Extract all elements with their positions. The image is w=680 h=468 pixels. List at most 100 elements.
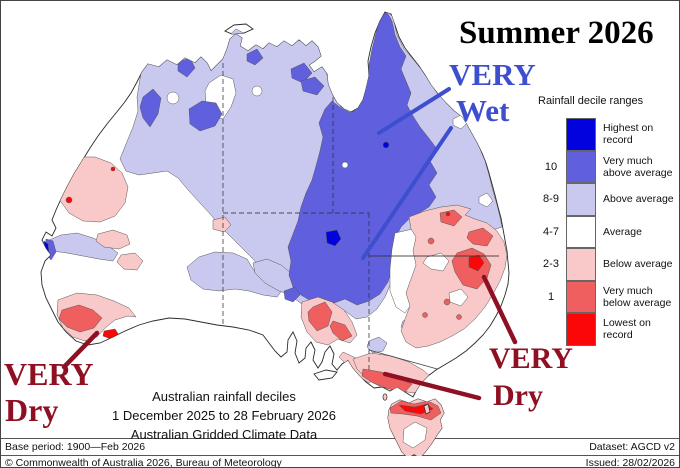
map-shape	[423, 403, 431, 415]
state-borders	[222, 63, 499, 371]
footer-copyright: © Commonwealth of Australia 2026, Bureau…	[5, 457, 282, 468]
map-shape	[382, 371, 482, 401]
map-shape	[116, 252, 144, 271]
decile-region-very-much-above-average	[44, 12, 438, 306]
footer-divider-top	[1, 438, 679, 439]
map-shape	[427, 237, 435, 245]
legend-swatch-above-average	[566, 183, 596, 216]
annotation-very-wet: VERY Wet	[449, 59, 536, 126]
map-shape	[382, 393, 388, 401]
map-shape	[377, 87, 451, 135]
map-shape	[443, 298, 451, 306]
map-shape	[445, 211, 451, 217]
map-shape	[466, 227, 494, 247]
map-shape	[166, 91, 180, 105]
footer-issued: Issued: 28/02/2026	[585, 457, 675, 468]
map-shape	[402, 421, 428, 449]
dry-pointer-lines	[61, 274, 518, 401]
legend-range: 8-9	[543, 193, 559, 206]
legend-label: Very much above average	[603, 154, 673, 179]
annotation-very-dry-southwest: VERY Dry	[4, 358, 94, 426]
map-shape	[382, 141, 390, 149]
caption-line-title: Australian rainfall deciles	[152, 389, 296, 404]
map-shape	[361, 126, 453, 260]
legend-title: Rainfall decile ranges	[538, 95, 644, 107]
legend-label: Lowest on record	[603, 317, 651, 342]
legend-swatch-very-much-below-average	[566, 280, 596, 313]
legend-range: 10	[544, 160, 558, 173]
map-shape	[110, 166, 116, 172]
legend-label: Above average	[603, 193, 674, 206]
caption-line-dataset: Australian Gridded Climate Data	[130, 427, 318, 442]
map-shape	[481, 274, 518, 345]
australia-map	[40, 11, 518, 456]
map-shape	[307, 301, 333, 332]
kangaroo-island	[313, 369, 338, 381]
map-shape	[422, 312, 428, 318]
annotation-very-wet-line2: Wet	[456, 93, 510, 128]
annotation-very-dry-southeast: VERY Dry	[489, 344, 573, 411]
annotation-very-dry-se-line1: VERY	[489, 342, 573, 375]
legend-row: 8-9 Above average	[536, 183, 679, 216]
page-title: Summer 2026	[459, 15, 654, 51]
map-shape	[341, 161, 349, 169]
legend-swatch-below-average	[566, 248, 596, 281]
legend-row: 1 Very much below average	[536, 280, 679, 313]
legend-swatch-very-much-above-average	[566, 150, 596, 183]
legend-swatch-lowest-on-record	[566, 313, 596, 346]
map-shape	[287, 12, 438, 306]
legend: Highest on record 10 Very much above ave…	[536, 118, 679, 346]
legend-label: Highest on record	[603, 122, 654, 147]
wet-pointer-lines	[361, 87, 453, 260]
map-shape	[95, 229, 131, 250]
map-shape	[139, 88, 162, 128]
footer-base-period: Base period: 1900—Feb 2026	[5, 441, 146, 453]
legend-label: Average	[603, 225, 642, 238]
annotation-very-dry-sw-line2: Dry	[5, 392, 59, 428]
legend-range: 2-3	[543, 258, 559, 271]
map-shape	[65, 196, 73, 204]
map-shape	[329, 320, 353, 342]
legend-range: 4-7	[543, 225, 559, 238]
legend-swatch-highest-on-record	[566, 118, 596, 151]
map-shape	[366, 336, 388, 354]
legend-row: 4-7 Average	[536, 215, 679, 248]
annotation-very-dry-se-line2: Dry	[493, 379, 543, 412]
map-shape	[468, 254, 485, 272]
map-shape	[41, 218, 50, 235]
legend-range: 1	[547, 290, 555, 303]
legend-row: 2-3 Below average	[536, 248, 679, 281]
map-shape	[422, 252, 450, 272]
legend-row: 10 Very much above average	[536, 150, 679, 183]
map-shape	[188, 100, 223, 132]
map-shape	[300, 76, 325, 96]
decile-region-highest-on-record	[43, 141, 390, 254]
footer-dataset: Dataset: AGCD v2	[589, 441, 675, 453]
decile-region-average-holes	[402, 252, 469, 449]
map-shape	[283, 286, 301, 303]
map-shape	[439, 209, 463, 227]
map-shape	[400, 204, 508, 349]
caption-line-period: 1 December 2025 to 28 February 2026	[111, 408, 337, 423]
map-shape	[290, 62, 313, 84]
legend-swatch-average	[566, 215, 596, 248]
annotation-very-dry-sw-line1: VERY	[4, 356, 94, 392]
legend-label: Below average	[603, 258, 673, 271]
legend-row: Lowest on record	[536, 313, 679, 346]
legend-row: Highest on record	[536, 118, 679, 151]
map-caption: Australian rainfall deciles 1 December 2…	[64, 387, 384, 444]
footer-divider-bottom	[1, 455, 679, 456]
map-shape	[478, 192, 494, 208]
bass-strait-islands	[382, 393, 431, 415]
annotation-very-wet-line1: VERY	[449, 57, 536, 92]
map-shape	[325, 229, 342, 247]
map-shape	[58, 304, 103, 333]
map-shape	[61, 330, 100, 370]
decile-region-lowest-on-record	[65, 166, 485, 415]
legend-label: Very much below average	[603, 284, 672, 309]
map-shape	[46, 232, 119, 262]
map-shape	[251, 85, 263, 97]
map-shape	[246, 48, 264, 66]
map-shape	[456, 314, 462, 320]
